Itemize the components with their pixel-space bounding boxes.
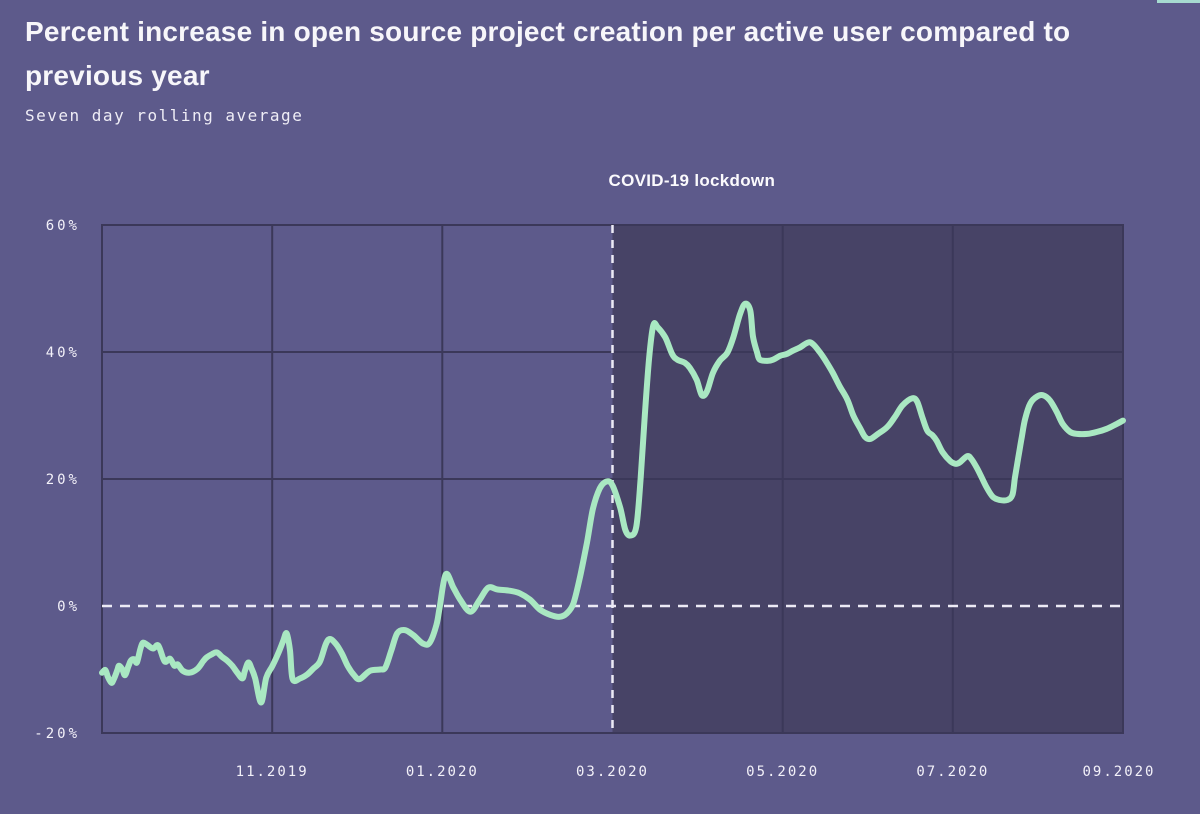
- data-line: [99, 300, 1126, 706]
- y-axis-tick-label: 60%: [45, 218, 80, 234]
- chart-title: Percent increase in open source project …: [25, 16, 1071, 91]
- x-axis-tick-label: 09.2020: [1082, 764, 1156, 780]
- y-axis-tick-label: -20%: [34, 726, 80, 742]
- x-axis-tick-label: 05.2020: [746, 764, 820, 780]
- y-axis-tick-label: 0%: [57, 599, 80, 615]
- x-axis-tick-label: 03.2020: [575, 764, 649, 780]
- y-axis-tick-label: 40%: [45, 345, 80, 361]
- lockdown-annotation-label: COVID-19 lockdown: [608, 171, 776, 190]
- y-axis-tick-label: 20%: [45, 472, 80, 488]
- accent-sliver: [1157, 0, 1200, 3]
- x-axis-tick-label: 11.2019: [235, 764, 309, 780]
- chart-subtitle: Seven day rolling average: [25, 106, 304, 125]
- x-axis-tick-label: 01.2020: [405, 764, 479, 780]
- x-axis-tick-label: 07.2020: [916, 764, 990, 780]
